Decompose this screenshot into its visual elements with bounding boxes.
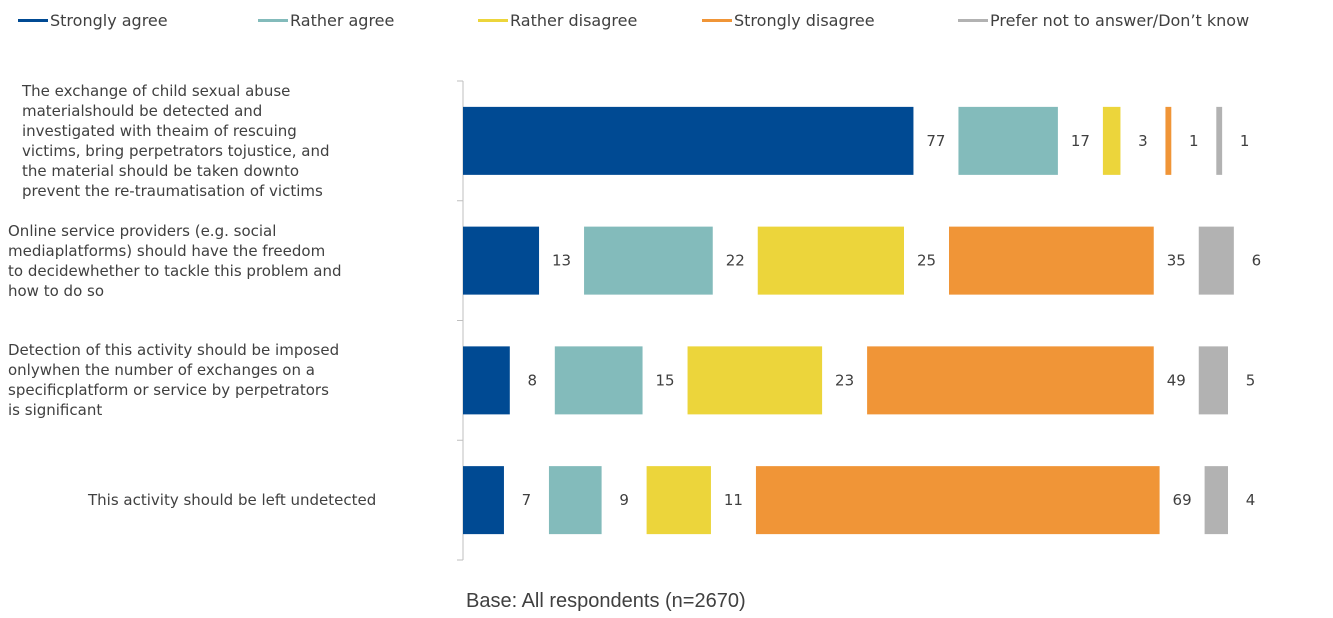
data-label: 9 (619, 491, 629, 509)
data-label: 4 (1246, 491, 1256, 509)
bar-segment (687, 346, 823, 415)
category-label-line: mediaplatforms) should have the freedom (8, 241, 326, 260)
legend-label: Strongly disagree (734, 10, 875, 30)
legend-label: Prefer not to answer/Don’t know (990, 10, 1250, 30)
bar-segment (463, 226, 540, 295)
bar-segment (548, 466, 602, 535)
bar-segment (584, 226, 713, 295)
data-label: 5 (1246, 371, 1256, 389)
bar-segment (1165, 106, 1172, 175)
legend-label: Rather agree (290, 10, 395, 30)
category-label-line: materialshould be detected and (22, 101, 263, 120)
chart-footnote: Base: All respondents (n=2670) (466, 590, 746, 612)
category-label-line: the material should be taken downto (22, 161, 300, 180)
category-label-line: prevent the re-traumatisation of victims (22, 181, 323, 200)
bar-segment (757, 226, 904, 295)
category-label-line: Detection of this activity should be imp… (8, 341, 340, 360)
data-label: 1 (1189, 132, 1199, 150)
bar-segment (949, 226, 1154, 295)
bar-segment (463, 106, 914, 175)
data-label: 1 (1240, 132, 1250, 150)
category-label-line: specificplatform or service by perpetrat… (8, 381, 329, 400)
legend-swatch (958, 18, 988, 22)
bar-segment (867, 346, 1154, 415)
data-label: 8 (528, 371, 538, 389)
category-label: The exchange of child sexual abuse materi… (22, 81, 330, 201)
legend-item: Strongly disagree (702, 8, 875, 32)
bar-segment (755, 466, 1160, 535)
bar-segment (646, 466, 711, 535)
legend-item: Strongly agree (18, 8, 168, 32)
bar-segment (463, 346, 510, 415)
legend-item: Prefer not to answer/Don’t know (958, 8, 1249, 32)
category-label: This activity should be left undetected (88, 490, 376, 510)
category-label-line: how to do so (8, 281, 105, 300)
legend-item: Rather disagree (478, 8, 637, 32)
legend-label: Strongly agree (50, 10, 168, 30)
bar-segment (958, 106, 1058, 175)
data-label: 7 (522, 491, 532, 509)
category-label-line: This activity should be left undetected (88, 491, 377, 510)
bar-segment (1204, 466, 1228, 535)
bar-segment (1198, 226, 1234, 295)
legend-item: Rather agree (258, 8, 394, 32)
category-label-line: to decidewhether to tackle this problem … (8, 261, 342, 280)
data-label: 17 (1071, 132, 1090, 150)
data-label: 22 (726, 252, 745, 270)
bar-segment (1216, 106, 1223, 175)
category-label: Detection of this activity should be imp… (8, 340, 339, 420)
category-label-line: victims, bring perpetrators tojustice, a… (22, 141, 330, 160)
data-label: 49 (1167, 371, 1186, 389)
data-label: 25 (917, 252, 936, 270)
bar-segment (554, 346, 643, 415)
legend-swatch (18, 18, 48, 22)
data-label: 13 (552, 252, 571, 270)
legend-swatch (478, 18, 508, 22)
data-label: 23 (835, 371, 854, 389)
data-label: 11 (724, 491, 743, 509)
legend-swatch (702, 18, 732, 22)
data-label: 77 (926, 132, 945, 150)
category-label-line: onlywhen the number of exchanges on a (8, 361, 315, 380)
bar-segment (1198, 346, 1228, 415)
category-label-line: The exchange of child sexual abuse (22, 81, 291, 100)
category-label-line: investigated with theaim of rescuing (22, 121, 297, 140)
bar-segment (463, 466, 504, 535)
legend-label: Rather disagree (510, 10, 638, 30)
legend: Strongly agree Rather agree Rather disagre… (18, 8, 1318, 32)
data-label: 35 (1167, 252, 1186, 270)
data-label: 6 (1252, 252, 1262, 270)
data-label: 3 (1138, 132, 1148, 150)
data-label: 69 (1173, 491, 1192, 509)
category-label: Online service providers (e.g. social med… (8, 221, 342, 301)
bar-segment (1102, 106, 1121, 175)
data-label: 15 (656, 371, 675, 389)
category-label-line: is significant (8, 401, 103, 420)
legend-swatch (258, 18, 288, 22)
category-label-line: Online service providers (e.g. social (8, 221, 277, 240)
